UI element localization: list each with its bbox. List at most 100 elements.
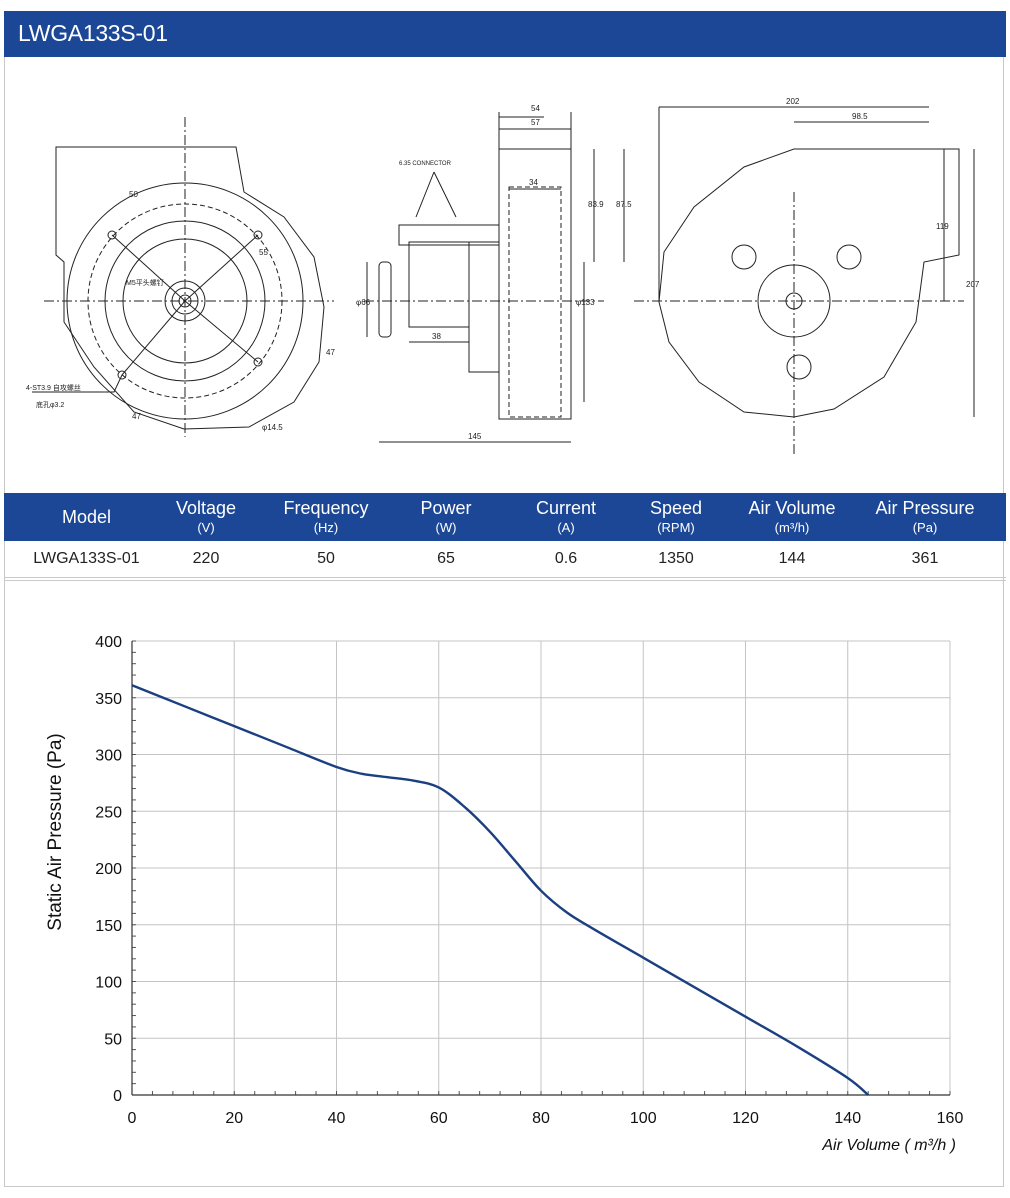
- front-leader-2: [184, 234, 259, 302]
- cell-power: 65: [437, 550, 455, 567]
- back-housing-outline: [658, 148, 960, 418]
- page-title: LWGA133S-01: [18, 20, 168, 46]
- x-tick-label: 80: [532, 1110, 550, 1127]
- side-dim-3: 34: [529, 178, 538, 187]
- cell-air-volume: 144: [778, 550, 806, 567]
- y-tick-label: 0: [113, 1088, 122, 1105]
- y-tick-label: 200: [95, 861, 122, 878]
- x-tick-label: 40: [328, 1110, 346, 1127]
- col-model: Model: [4, 493, 169, 528]
- front-view-drawing: [32, 117, 334, 437]
- y-tick-label: 100: [95, 975, 122, 992]
- y-tick-label: 400: [95, 634, 122, 651]
- front-note-leader: [32, 374, 123, 393]
- spec-table-row: LWGA133S-01 220 50 65 0.6 1350 144 361: [4, 541, 1006, 578]
- col-air-pressure: Air Pressure (Pa): [857, 493, 993, 535]
- side-bracket: [468, 241, 500, 373]
- col-speed-unit: (RPM): [657, 520, 695, 535]
- front-label: M5平头螺钉: [126, 278, 164, 287]
- spec-table-header: Model Voltage (V) Frequency (Hz) Power (…: [4, 493, 1006, 541]
- col-frequency-label: Frequency: [283, 498, 369, 518]
- y-tick-label: 50: [104, 1031, 122, 1048]
- side-dim-5: 87.5: [616, 200, 632, 209]
- cell-air-pressure: 361: [911, 550, 939, 567]
- side-bracket-top: [398, 224, 500, 246]
- front-dim-3: 47: [326, 348, 335, 357]
- col-air-pressure-unit: (Pa): [912, 520, 938, 535]
- col-air-volume-label: Air Volume: [748, 498, 836, 518]
- x-axis-title: Air Volume ( m³/h ): [821, 1137, 956, 1154]
- back-dim-2: 98.5: [852, 112, 868, 121]
- x-tick-label: 120: [732, 1110, 759, 1127]
- series-layer: [131, 684, 869, 1096]
- drawings-svg: 50 55 47 47 φ14.5 4-ST3.9 自攻螺丝 底孔φ3.2 M5…: [26, 97, 980, 457]
- x-tick-label: 100: [630, 1110, 657, 1127]
- side-shaft-cap: [378, 261, 392, 338]
- back-mount-2: [836, 244, 862, 270]
- side-connector-label: 6.35 CONNECTOR: [399, 161, 452, 167]
- col-voltage-label: Voltage: [175, 498, 237, 518]
- side-dim-1: 54: [531, 104, 540, 113]
- side-wheel: [508, 186, 562, 418]
- x-tick-label: 20: [225, 1110, 243, 1127]
- col-frequency: Frequency (Hz): [262, 493, 390, 535]
- front-housing-outline: [55, 146, 325, 430]
- col-frequency-unit: (Hz): [313, 520, 339, 535]
- grid-layer: [132, 640, 951, 1095]
- x-tick-label: 140: [834, 1110, 861, 1127]
- col-power-unit: (W): [435, 520, 457, 535]
- chart-svg: 0 20 40 60 80 100 120 140 160 0 50 100 150 200 250 300 3…: [45, 634, 963, 1154]
- col-current-label: Current: [535, 498, 597, 518]
- y-tick-label: 150: [95, 918, 122, 935]
- front-dim-1: 50: [129, 190, 138, 199]
- pressure-curve: [131, 684, 869, 1096]
- col-speed: Speed (RPM): [620, 493, 732, 535]
- axis-layer: 0 20 40 60 80 100 120 140 160 0 50 100 150 200 250 300 3…: [95, 634, 963, 1127]
- side-connector-leader: [415, 171, 457, 218]
- x-tick-label: 0: [128, 1110, 137, 1127]
- col-current-unit: (A): [557, 520, 575, 535]
- x-tick-label: 60: [430, 1110, 448, 1127]
- side-dim-2: 57: [531, 118, 540, 127]
- y-tick-label: 350: [95, 691, 122, 708]
- title-bar: LWGA133S-01: [4, 11, 1006, 57]
- side-dim-4: 83.9: [588, 200, 604, 209]
- back-dim-3: 119: [936, 222, 949, 231]
- front-leader-1: [111, 234, 186, 302]
- side-dim-7: 38: [432, 332, 441, 341]
- front-screw-hole-1: [107, 230, 117, 240]
- cell-voltage: 220: [192, 550, 220, 567]
- cell-frequency: 50: [317, 550, 335, 567]
- col-model-label: Model: [61, 507, 112, 527]
- col-current: Current (A): [502, 493, 630, 535]
- y-axis-title: Static Air Pressure (Pa): [45, 733, 66, 930]
- front-note-2: 底孔φ3.2: [36, 400, 64, 409]
- front-dim-4: 47: [132, 412, 141, 421]
- col-power: Power (W): [390, 493, 502, 535]
- front-screw-hole-3: [117, 370, 127, 380]
- y-tick-label: 300: [95, 748, 122, 765]
- front-leader-4: [184, 300, 259, 363]
- x-tick-label: 160: [937, 1110, 964, 1127]
- front-dim-5: φ14.5: [262, 423, 283, 432]
- back-mount-1: [731, 244, 757, 270]
- col-voltage: Voltage (V): [150, 493, 262, 535]
- cell-current: 0.6: [554, 550, 578, 567]
- back-dim-4: 207: [966, 280, 980, 289]
- front-dim-2: 55: [259, 248, 268, 257]
- side-dim-9: 145: [468, 432, 482, 441]
- back-view-drawing: [634, 106, 975, 457]
- cell-speed: 1350: [658, 550, 694, 567]
- side-motor: [408, 241, 470, 328]
- performance-chart: 0 20 40 60 80 100 120 140 160 0 50 100 150 200 250 300 3…: [4, 580, 1006, 1188]
- front-screw-hole-4: [253, 357, 263, 367]
- y-tick-label: 250: [95, 804, 122, 821]
- side-dim-8: φ133: [576, 298, 595, 307]
- col-power-label: Power: [420, 498, 472, 518]
- front-leader-3: [121, 300, 186, 376]
- col-voltage-unit: (V): [197, 520, 215, 535]
- back-dim-1: 202: [786, 97, 800, 106]
- col-speed-label: Speed: [649, 498, 703, 518]
- col-air-volume-unit: (m³/h): [774, 520, 810, 535]
- front-note-1: 4-ST3.9 自攻螺丝: [26, 383, 81, 392]
